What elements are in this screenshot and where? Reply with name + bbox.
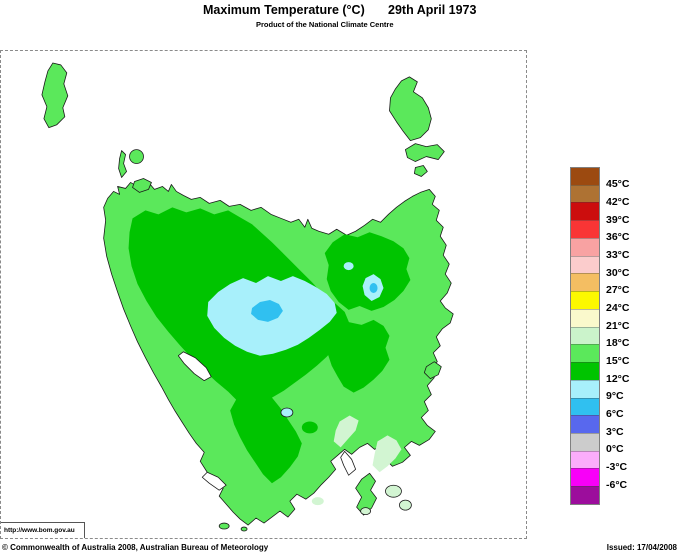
macquarie-harbour-inlet <box>177 351 212 382</box>
legend-label: 18°C <box>606 337 630 350</box>
contour-6-9-spot <box>369 283 378 294</box>
king-island <box>41 62 69 129</box>
legend-color-block <box>571 308 599 327</box>
legend-label: 3°C <box>606 425 624 438</box>
maria-island <box>423 361 442 380</box>
legend-color-block <box>571 202 599 221</box>
contour-12-15-northeast <box>324 232 411 311</box>
clarke-island <box>413 165 428 177</box>
temperature-legend: 45°C 42°C 39°C 36°C 33°C 30°C 27°C 24°C 21°C 18°C… <box>570 167 665 505</box>
legend-label: 6°C <box>606 408 624 421</box>
legend-color-block <box>571 255 599 274</box>
legend-color-block <box>571 237 599 256</box>
legend-color-block <box>571 344 599 363</box>
tasmania-map <box>41 62 454 532</box>
contour-18-21-coast <box>372 435 402 473</box>
legend-label: 21°C <box>606 319 630 332</box>
legend-scale <box>570 167 600 505</box>
legend-color-block <box>571 486 599 504</box>
legend-label: 27°C <box>606 284 630 297</box>
legend-label: 12°C <box>606 372 630 385</box>
legend-color-block <box>571 415 599 434</box>
contour-18-21-southeast <box>333 415 359 448</box>
contour-12-15-east <box>327 319 390 393</box>
cape-barren-island <box>405 143 445 162</box>
issued-date: Issued: 17/04/2008 <box>606 543 677 552</box>
contour-12-15-spot <box>301 421 318 434</box>
legend-color-block <box>571 326 599 345</box>
mint-islet <box>385 484 402 498</box>
hunter-island <box>118 150 127 178</box>
legend-color-block <box>571 433 599 451</box>
mint-islet <box>399 499 412 511</box>
derwent-estuary-inlet <box>340 450 357 476</box>
port-davey-inlet <box>201 471 227 491</box>
bruny-island <box>355 472 377 516</box>
contour-6-9-core <box>251 299 283 322</box>
legend-label: 36°C <box>606 231 630 244</box>
legend-label: 42°C <box>606 195 630 208</box>
legend-color-block <box>571 291 599 309</box>
legend-label: 33°C <box>606 248 630 261</box>
south-islet <box>240 526 248 532</box>
robbins-island <box>132 178 152 193</box>
contour-18-21-spot <box>311 497 324 506</box>
map-frame: http://www.bom.gov.au <box>0 50 527 539</box>
map-date: 29th April 1973 <box>388 3 477 17</box>
legend-color-block <box>571 184 599 203</box>
south-islet <box>218 522 230 530</box>
legend-label: 15°C <box>606 355 630 368</box>
three-hummock-island <box>129 149 144 164</box>
legend-color-block <box>571 450 599 469</box>
legend-color-block <box>571 362 599 380</box>
flinders-island <box>389 76 432 142</box>
legend-color-block <box>571 220 599 238</box>
highland-lake <box>280 407 294 418</box>
bruny-island-mint-tip <box>360 507 371 515</box>
contour-9-12-spot <box>343 262 354 271</box>
copyright-text: © Commonwealth of Australia 2008, Austra… <box>2 543 269 552</box>
legend-color-block <box>571 468 599 487</box>
legend-label: -6°C <box>606 478 628 491</box>
legend-color-block <box>571 379 599 398</box>
page-subtitle: Product of the National Climate Centre <box>256 20 394 29</box>
legend-label: 39°C <box>606 213 630 226</box>
bom-url: http://www.bom.gov.au <box>4 527 75 534</box>
legend-label: 24°C <box>606 301 630 314</box>
legend-color-block <box>571 168 599 185</box>
legend-label: 0°C <box>606 443 624 456</box>
contour-12-15-spot <box>247 436 260 447</box>
legend-label: 30°C <box>606 266 630 279</box>
legend-label: 45°C <box>606 178 630 191</box>
contour-12-15-spot <box>183 308 198 319</box>
url-box: http://www.bom.gov.au <box>1 522 85 538</box>
legend-label: 9°C <box>606 390 624 403</box>
page-title: Maximum Temperature (°C) <box>203 3 365 17</box>
legend-color-block <box>571 397 599 416</box>
legend-color-block <box>571 273 599 292</box>
legend-label: -3°C <box>606 461 628 474</box>
